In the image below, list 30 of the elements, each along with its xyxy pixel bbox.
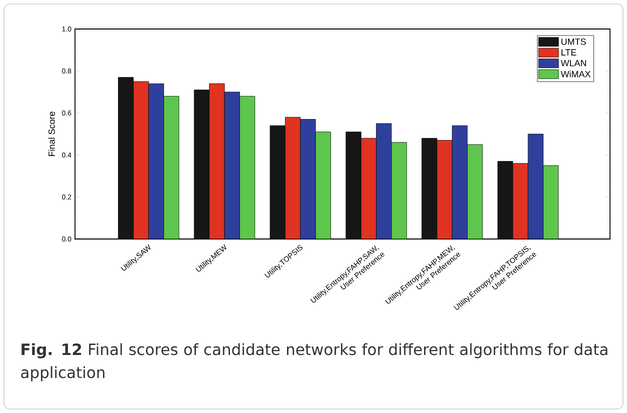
bar <box>360 138 376 239</box>
bar <box>452 125 468 239</box>
bar <box>285 117 300 239</box>
bar <box>118 77 134 239</box>
bar <box>512 163 528 239</box>
legend-label: WiMAX <box>560 70 591 78</box>
bar <box>316 132 331 239</box>
bar <box>133 81 149 239</box>
bar <box>300 119 316 239</box>
bar <box>436 140 452 239</box>
bar <box>148 83 164 239</box>
text: Fig. 12 Final scores of candidate networks for different algorithms for data application <box>21 343 608 382</box>
bar <box>467 144 483 239</box>
bar <box>270 126 286 239</box>
bar <box>346 132 362 239</box>
bar <box>543 165 559 239</box>
bar <box>194 90 210 239</box>
y-axis-title: Final Score <box>48 112 55 156</box>
bar <box>497 161 514 239</box>
bar <box>376 123 392 239</box>
bar <box>239 96 256 239</box>
legend-label: LTE <box>561 49 576 56</box>
legend-label: UMTS <box>561 38 586 45</box>
bar <box>224 92 240 239</box>
bar <box>209 83 225 239</box>
bar <box>391 142 407 239</box>
legend-label: WLAN <box>560 60 586 66</box>
bar <box>422 138 438 239</box>
bar <box>528 134 544 239</box>
bar <box>164 96 180 239</box>
